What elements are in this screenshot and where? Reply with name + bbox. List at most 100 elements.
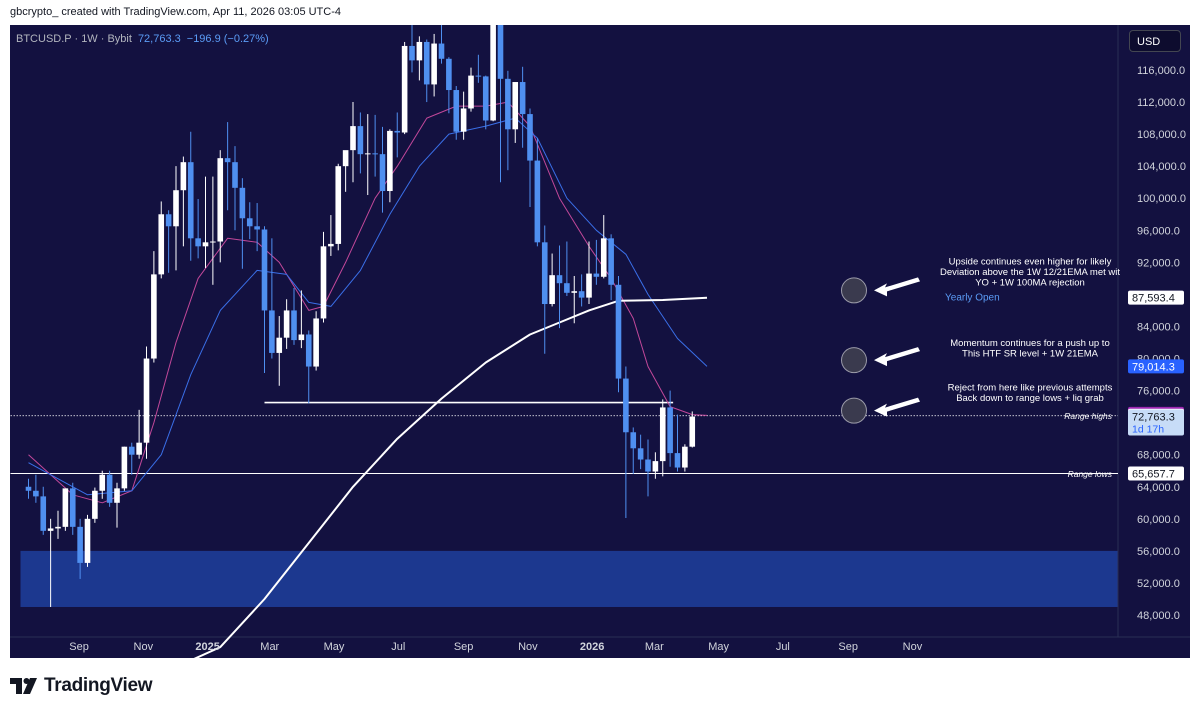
price-tag-text: 65,657.7: [1132, 468, 1175, 480]
y-tick-label: 76,000.0: [1137, 386, 1180, 398]
x-tick-label: Sep: [454, 641, 474, 653]
symbol-name: BTCUSD.P · 1W · Bybit: [16, 33, 132, 45]
candle-body: [33, 490, 39, 497]
candle-body: [637, 448, 644, 460]
candle-body: [350, 126, 356, 151]
target-circle: [841, 347, 867, 374]
target-circle: [841, 277, 867, 304]
candle-body: [505, 78, 511, 130]
candle-body: [438, 43, 445, 59]
price-change: −196.9 (−0.27%): [186, 33, 269, 45]
y-tick-label: 52,000.0: [1137, 578, 1180, 590]
chart-area[interactable]: Range highs Range lows Yearly Open Upside c…: [10, 25, 1190, 658]
annotation-text: Upside continues even higher for likely: [949, 256, 1112, 267]
candle-body: [512, 82, 519, 130]
x-tick-label: Mar: [645, 641, 664, 653]
candles: [25, 25, 696, 607]
candle-body: [320, 246, 327, 319]
x-tick-label: May: [324, 641, 345, 653]
candle-body: [187, 162, 194, 239]
candle-body: [202, 242, 209, 247]
currency-button[interactable]: USD: [1129, 30, 1181, 52]
arrow-icon: [874, 277, 920, 297]
y-tick-label: 96,000.0: [1137, 225, 1180, 237]
tradingview-logo: TradingView: [10, 675, 153, 697]
yearly-open-label: Yearly Open: [945, 293, 1000, 304]
candle-body: [25, 486, 32, 491]
candle-body: [298, 334, 305, 341]
candle-body: [600, 238, 607, 277]
candle-body: [128, 446, 135, 455]
candle-body: [239, 187, 246, 219]
candle-body: [291, 310, 297, 341]
candle-body: [623, 378, 629, 433]
candle-body: [106, 474, 113, 503]
y-tick-label: 100,000.0: [1137, 193, 1186, 205]
candle-body: [534, 160, 541, 243]
x-tick-label: Nov: [134, 641, 154, 653]
candle-body: [645, 459, 651, 472]
candle-body: [195, 238, 201, 247]
candle-body: [180, 162, 187, 191]
candle-body: [446, 58, 452, 91]
candle-body: [431, 43, 437, 85]
x-tick-label: May: [708, 641, 729, 653]
candle-body: [401, 45, 408, 133]
candle-body: [519, 82, 526, 115]
candle-body: [276, 337, 283, 353]
level-label-2: Range lows: [1068, 469, 1113, 479]
candle-body: [335, 166, 342, 244]
candle-body: [541, 242, 548, 305]
last-price: 72,763.3: [137, 33, 181, 45]
x-tick-label: Sep: [69, 641, 89, 653]
candle-body: [55, 526, 61, 529]
price-tag-text: 87,593.4: [1132, 293, 1175, 305]
y-tick-label: 84,000.0: [1137, 321, 1180, 333]
candle-body: [549, 275, 555, 305]
candle-body: [387, 130, 393, 192]
candle-body: [416, 41, 423, 61]
candle-body: [77, 526, 83, 563]
candle-body: [158, 214, 165, 275]
candle-body: [453, 90, 460, 132]
candle-body: [261, 229, 268, 311]
price-tag-text: 79,014.3: [1132, 361, 1175, 373]
candle-body: [121, 446, 128, 489]
candle-body: [578, 291, 585, 298]
y-tick-label: 64,000.0: [1137, 482, 1180, 494]
ema12-line: [28, 101, 708, 504]
x-tick-label: Nov: [518, 641, 538, 653]
price-tag: 72,763.31d 17h: [1128, 409, 1184, 436]
candle-body: [40, 496, 47, 531]
candle-body: [608, 238, 614, 285]
candle-body: [342, 150, 349, 167]
candle-body: [305, 334, 312, 367]
y-tick-label: 116,000.0: [1137, 65, 1185, 77]
price-tag-bg: [1128, 359, 1184, 374]
candle-body: [114, 488, 120, 503]
chart-caption: gbcrypto_ created with TradingView.com, …: [10, 6, 341, 18]
candle-body: [99, 474, 106, 491]
candle-body: [62, 488, 69, 527]
x-tick-label: 2026: [580, 641, 604, 653]
price-tag-bg: [1128, 409, 1184, 436]
price-tag-bg: [1128, 466, 1184, 481]
annotation-text: Reject from here like previous attempts: [948, 383, 1113, 394]
ema21-line: [28, 117, 708, 496]
candle-body: [254, 226, 260, 230]
candle-body: [475, 75, 482, 77]
target-circle: [841, 397, 867, 424]
y-tick-label: 56,000.0: [1137, 546, 1180, 558]
x-tick-label: Mar: [260, 641, 279, 653]
y-tick-label: 48,000.0: [1137, 610, 1180, 622]
candle-body: [92, 490, 98, 519]
symbol-info: BTCUSD.P · 1W · Bybit 72,763.3 −196.9 (−0.…: [16, 33, 269, 45]
price-tag: 87,593.4: [1128, 290, 1184, 305]
candle-body: [394, 130, 401, 133]
candle-body: [47, 528, 54, 531]
price-chart[interactable]: Range highs Range lows Yearly Open Upside c…: [10, 25, 1190, 658]
annotation-text: Momentum continues for a push up to: [950, 338, 1109, 349]
x-tick-label: Nov: [903, 641, 923, 653]
y-tick-label: 112,000.0: [1137, 97, 1185, 109]
candle-body: [674, 453, 681, 468]
